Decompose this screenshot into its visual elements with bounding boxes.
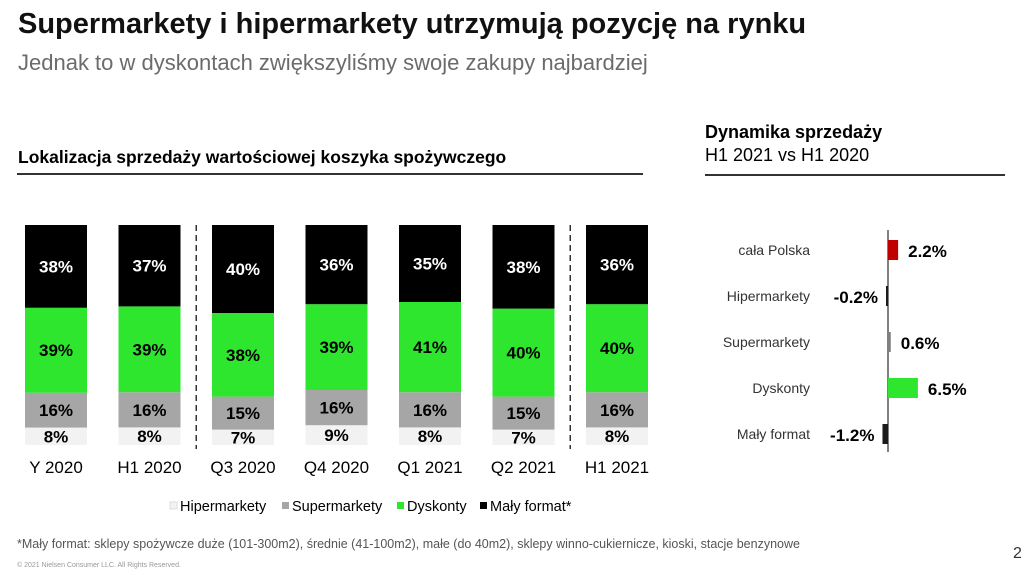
legend-label: Dyskonty bbox=[407, 499, 467, 515]
bar-data-label: 8% bbox=[44, 427, 69, 446]
bar-data-label: 35% bbox=[413, 255, 447, 274]
x-tick-label: Q2 2021 bbox=[491, 458, 556, 477]
bar-data-label: 38% bbox=[226, 346, 260, 365]
dynamics-bar bbox=[886, 286, 888, 306]
bar-data-label: 39% bbox=[132, 340, 166, 359]
dynamics-chart-title: Dynamika sprzedaży bbox=[705, 122, 883, 142]
bar-segment-dyskonty bbox=[586, 304, 648, 393]
bar-segment-hipermarkety bbox=[25, 427, 87, 445]
dynamics-value-label: 6.5% bbox=[928, 380, 967, 399]
dynamics-category-label: Dyskonty bbox=[752, 380, 810, 396]
bar-segment-hipermarkety bbox=[586, 427, 648, 445]
bar-segment-hipermarkety bbox=[118, 427, 181, 445]
bar-data-label: 38% bbox=[39, 257, 73, 276]
page-title: Supermarkety i hipermarkety utrzymują po… bbox=[18, 8, 807, 40]
dynamics-category-label: Hipermarkety bbox=[727, 288, 810, 304]
dynamics-value-label: 2.2% bbox=[908, 242, 947, 261]
dynamics-chart-subtitle: H1 2021 vs H1 2020 bbox=[705, 145, 870, 165]
bar-segment-dyskonty bbox=[212, 313, 274, 397]
bar-data-label: 39% bbox=[39, 341, 73, 360]
bar-data-label: 8% bbox=[418, 427, 443, 446]
bar-segment-supermarkety bbox=[25, 392, 87, 428]
bar-segment-hipermarkety bbox=[492, 429, 555, 445]
bar-segment-dyskonty bbox=[492, 308, 555, 397]
bar-data-label: 38% bbox=[506, 258, 540, 277]
bar-data-label: 16% bbox=[319, 399, 353, 418]
bar-segment-dyskonty bbox=[118, 306, 181, 393]
dynamics-bar bbox=[882, 424, 888, 444]
bar-segment-mayformat bbox=[212, 225, 274, 313]
bar-data-label: 16% bbox=[132, 401, 166, 420]
bar-data-label: 8% bbox=[137, 427, 162, 446]
footnote: *Mały format: sklepy spożywcze duże (101… bbox=[17, 537, 800, 551]
x-tick-label: Y 2020 bbox=[29, 458, 83, 477]
bar-data-label: 41% bbox=[413, 338, 447, 357]
bar-data-label: 40% bbox=[600, 339, 634, 358]
bar-segment-mayformat bbox=[492, 225, 555, 309]
dynamics-value-label: 0.6% bbox=[901, 334, 940, 353]
dynamics-value-label: -0.2% bbox=[834, 288, 878, 307]
bar-data-label: 37% bbox=[132, 257, 166, 276]
x-tick-label: H1 2020 bbox=[117, 458, 181, 477]
dynamics-category-label: Supermarkety bbox=[723, 334, 810, 350]
stacked-bar-chart: 8% 16% 39% 38% Y 2020 8% 16% 39% 37% H1 2020 7% 15%… bbox=[25, 225, 649, 515]
bar-segment-mayformat bbox=[399, 225, 461, 302]
x-tick-label: Q4 2020 bbox=[304, 458, 369, 477]
dynamics-bar bbox=[888, 332, 891, 352]
bar-data-label: 36% bbox=[600, 256, 634, 275]
bar-segment-supermarkety bbox=[492, 396, 555, 430]
bar-data-label: 40% bbox=[506, 344, 540, 363]
bar-segment-dyskonty bbox=[399, 302, 461, 393]
bar-data-label: 36% bbox=[319, 256, 353, 275]
legend-swatch bbox=[480, 502, 487, 509]
bar-data-label: 16% bbox=[413, 401, 447, 420]
bar-data-label: 15% bbox=[226, 404, 260, 423]
bar-data-label: 7% bbox=[231, 428, 256, 447]
bar-data-label: 8% bbox=[605, 427, 630, 446]
bar-data-label: 15% bbox=[506, 404, 540, 423]
page-number: 2 bbox=[1013, 545, 1022, 562]
bar-segment-mayformat bbox=[586, 225, 648, 305]
left-title-divider bbox=[17, 173, 643, 175]
bar-segment-supermarkety bbox=[212, 396, 274, 430]
bar-segment-supermarkety bbox=[399, 392, 461, 428]
bar-segment-hipermarkety bbox=[305, 425, 368, 445]
bar-segment-mayformat bbox=[118, 225, 181, 307]
page-subtitle: Jednak to w dyskontach zwiększyliśmy swo… bbox=[18, 50, 648, 75]
bar-data-label: 7% bbox=[511, 428, 536, 447]
legend-swatch bbox=[169, 501, 178, 510]
legend-label: Mały format* bbox=[490, 499, 572, 515]
stacked-chart-title: Lokalizacja sprzedaży wartościowej koszy… bbox=[18, 147, 507, 167]
x-tick-label: Q1 2021 bbox=[397, 458, 462, 477]
bar-data-label: 39% bbox=[319, 338, 353, 357]
bar-data-label: 9% bbox=[324, 426, 349, 445]
dynamics-value-label: -1.2% bbox=[830, 426, 874, 445]
bar-segment-dyskonty bbox=[305, 304, 368, 390]
bar-segment-supermarkety bbox=[305, 390, 368, 426]
copyright: © 2021 Nielsen Consumer LLC. All Rights … bbox=[17, 562, 181, 569]
legend-label: Hipermarkety bbox=[180, 499, 267, 515]
legend-swatch bbox=[282, 502, 289, 509]
bar-segment-supermarkety bbox=[586, 392, 648, 428]
right-title-divider bbox=[705, 174, 1005, 176]
bar-segment-hipermarkety bbox=[212, 429, 274, 445]
bar-segment-supermarkety bbox=[118, 392, 181, 428]
bar-segment-hipermarkety bbox=[399, 427, 461, 445]
bar-data-label: 16% bbox=[39, 401, 73, 420]
x-tick-label: Q3 2020 bbox=[210, 458, 275, 477]
bar-segment-mayformat bbox=[305, 225, 368, 305]
dynamics-bar bbox=[888, 378, 918, 398]
bar-data-label: 16% bbox=[600, 401, 634, 420]
legend-label: Supermarkety bbox=[292, 499, 383, 515]
legend-swatch bbox=[397, 502, 404, 509]
sales-dynamics-chart: cała Polska 2.2% Hipermarkety -0.2% Supermar… bbox=[723, 230, 967, 452]
dynamics-category-label: Mały format bbox=[737, 426, 810, 442]
bar-data-label: 40% bbox=[226, 260, 260, 279]
x-tick-label: H1 2021 bbox=[585, 458, 649, 477]
bar-segment-dyskonty bbox=[25, 307, 87, 393]
bar-segment-mayformat bbox=[25, 225, 87, 308]
dynamics-bar bbox=[888, 240, 899, 260]
dynamics-category-label: cała Polska bbox=[738, 242, 810, 258]
